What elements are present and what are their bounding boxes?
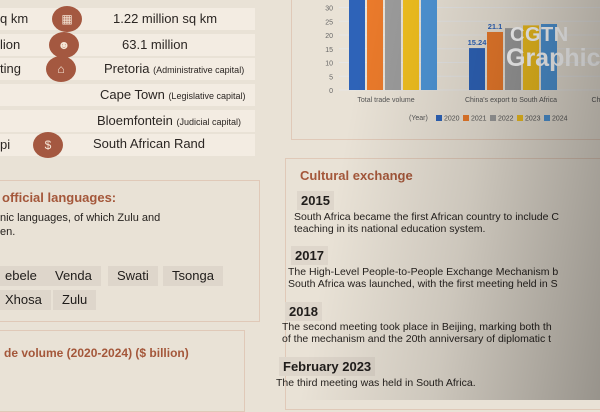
people-icon: ☻ [49,32,79,58]
y-tick-label: 10 [325,61,333,68]
cultural-year: 2015 [297,191,334,210]
currency-icon: $ [33,132,63,158]
y-tick-label: 30 [325,6,333,13]
y-tick-label: 20 [325,33,333,40]
language-tag: Xhosa [0,290,51,310]
fact-value: Cape Town (Legislative capital) [100,87,246,102]
fact-label: lion [0,37,21,52]
cultural-text: of the mechanism and the 20th anniversar… [282,333,552,345]
bar-export-2021 [487,31,503,91]
fact-row-capital-judicial: Bloemfontein (Judicial capital) [0,110,255,132]
cultural-year: February 2023 [279,357,376,376]
fact-value: Bloemfontein (Judicial capital) [97,113,242,128]
bar-export-2022 [505,28,521,90]
fact-label: ting [0,61,21,76]
chart-panel [291,0,600,140]
cultural-year: 2018 [285,302,322,321]
fact-row-area: q km ▦ 1.22 million sq km [0,6,255,32]
bar-total-trade-2020 [349,0,365,90]
x-category-label: Total trade volume [357,97,414,104]
legend-swatch-2022 [490,115,496,121]
fact-row-capital-legislative: Cape Town (Legislative capital) [0,84,255,106]
cultural-text: The third meeting was held in South Afri… [276,377,476,389]
fact-row-population: lion ☻ 63.1 million [0,32,255,58]
trade-volume-title: de volume (2020-2024) ($ billion) [4,346,189,360]
bar-value-label: 21.1 [488,22,503,31]
legend-label: 2020 [444,116,460,123]
legend-label: 2021 [471,116,487,123]
languages-desc-line2: en. [0,226,16,238]
languages-panel [0,180,260,322]
y-tick-label: 0 [329,88,333,95]
fact-value: 1.22 million sq km [113,11,218,26]
cgtn-watermark: CGTN [510,24,569,46]
legend-label: 2024 [552,116,568,123]
cultural-text: South Africa was launched, with the firs… [288,278,558,290]
building-icon: ⌂ [46,56,76,82]
languages-desc-line1: nic languages, of which Zulu and [0,212,161,224]
x-category-label: Ch [592,97,600,104]
x-category-label: China's export to South Africa [465,97,557,104]
cultural-text: teaching in its national education syste… [294,223,486,235]
language-tag: Venda [46,266,101,286]
fact-label: q km [0,11,29,26]
y-tick-label: 15 [325,47,333,54]
language-tag: Zulu [53,290,97,310]
bar-export-2024 [541,24,557,90]
legend-swatch-2024 [544,115,550,121]
languages-title: official languages: [2,190,117,205]
y-tick-label: 5 [329,74,333,81]
bar-value-label: 15.24 [468,38,488,47]
legend-swatch-2021 [463,115,469,121]
bar-total-trade-2021 [367,0,383,90]
bar-total-trade-2024 [421,0,437,90]
legend-label: 2023 [525,116,541,123]
bar-export-2023 [523,25,539,90]
cultural-year: 2017 [291,246,328,265]
language-tag: Tsonga [163,266,223,286]
legend-prefix: (Year) [409,115,428,122]
bar-export-2020 [469,48,485,90]
fact-value: 63.1 million [122,37,188,52]
language-tag: Swati [108,266,158,286]
fact-value: Pretoria (Administrative capital) [104,61,245,76]
legend-swatch-2023 [517,115,523,121]
language-tag: ebele [0,266,46,286]
cultural-text: South Africa became the first African co… [294,211,559,223]
bar-total-trade-2023 [403,0,419,90]
fact-row-currency: pi $ South African Rand [0,132,255,158]
fact-row-capital-admin: ting ⌂ Pretoria (Administrative capital) [0,56,255,82]
graphic-watermark: Graphic [506,44,600,72]
bar-total-trade-2022 [385,0,401,90]
fact-value: South African Rand [93,136,206,151]
cultural-text: The High-Level People-to-People Exchange… [288,266,559,278]
legend-swatch-2020 [436,115,442,121]
cultural-title: Cultural exchange [300,168,413,183]
y-tick-label: 25 [325,19,333,26]
fact-label: pi [0,137,11,152]
map-icon: ▦ [52,6,82,32]
cultural-text: The second meeting took place in Beijing… [282,321,552,333]
legend-label: 2022 [498,116,514,123]
